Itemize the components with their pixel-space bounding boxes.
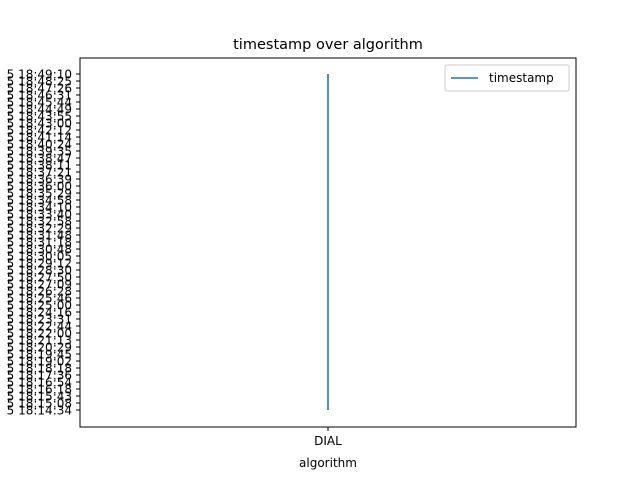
y-tick-label: 5 18:15:43 [7,390,72,404]
plot-frame [79,57,577,428]
y-tick-label: 5 18:22:44 [7,320,72,334]
y-tick-label: 5 18:27:50 [7,271,72,285]
y-tick-label: 5 18:46:31 [7,89,72,103]
y-tick-label: 5 18:27:09 [7,278,72,292]
chart-title: timestamp over algorithm [233,37,423,53]
y-tick-label: 5 18:29:12 [7,257,72,271]
y-axis-ticks: 5 18:14:345 18:15:085 18:15:435 18:16:18… [7,68,80,418]
y-tick-label: 5 18:19:45 [7,348,72,362]
y-tick-label: 5 18:35:29 [7,187,72,201]
y-tick-label: 5 18:23:31 [7,313,72,327]
y-tick-label: 5 18:20:29 [7,341,72,355]
y-tick-label: 5 18:37:21 [7,166,72,180]
y-tick-label: 5 18:18:18 [7,362,72,376]
y-tick-label: 5 18:36:00 [7,180,72,194]
x-axis-ticks: DIAL [314,427,342,448]
y-tick-label: 5 18:41:14 [7,131,72,145]
y-tick-label: 5 18:30:05 [7,250,72,264]
y-tick-label: 5 18:28:30 [7,264,72,278]
y-tick-label: 5 18:15:08 [7,397,72,411]
y-tick-label: 5 18:43:00 [7,117,72,131]
y-tick-label: 5 18:30:48 [7,243,72,257]
y-tick-label: 5 18:31:18 [7,236,72,250]
y-tick-label: 5 18:42:12 [7,124,72,138]
legend-box [444,64,570,92]
x-tick-label: DIAL [314,434,342,448]
y-tick-label: 5 18:25:00 [7,299,72,313]
y-tick-label: 5 18:36:39 [7,173,72,187]
x-axis-label: algorithm [299,456,357,470]
y-tick-label: 5 18:38:47 [7,152,72,166]
y-tick-label: 5 18:32:29 [7,222,72,236]
y-tick-label: 5 18:43:55 [7,110,72,124]
y-tick-label: 5 18:38:11 [7,159,72,173]
y-tick-label: 5 18:31:48 [7,229,72,243]
y-tick-label: 5 18:17:36 [7,369,72,383]
y-tick-label: 5 18:22:00 [7,327,72,341]
y-tick-label: 5 18:48:25 [7,75,72,89]
y-tick-label: 5 18:14:34 [7,404,72,418]
y-tick-label: 5 18:44:49 [7,103,72,117]
y-tick-label: 5 18:39:35 [7,145,72,159]
y-tick-label: 5 18:45:44 [7,96,72,110]
y-tick-label: 5 18:25:46 [7,292,72,306]
y-tick-label: 5 18:24:16 [7,306,72,320]
y-tick-label: 5 18:16:54 [7,376,72,390]
y-tick-label: 5 18:21:13 [7,334,72,348]
y-tick-label: 5 18:19:02 [7,355,72,369]
y-tick-label: 5 18:49:10 [7,68,72,82]
y-tick-label: 5 18:33:40 [7,208,72,222]
y-tick-label: 5 18:26:28 [7,285,72,299]
y-tick-label: 5 18:16:18 [7,383,72,397]
y-tick-label: 5 18:47:26 [7,82,72,96]
y-tick-label: 5 18:34:10 [7,201,72,215]
y-tick-label: 5 18:34:58 [7,194,72,208]
y-tick-label: 5 18:40:24 [7,138,72,152]
legend: timestamp [444,64,570,92]
legend-label: timestamp [489,71,554,85]
y-tick-label: 5 18:32:58 [7,215,72,229]
